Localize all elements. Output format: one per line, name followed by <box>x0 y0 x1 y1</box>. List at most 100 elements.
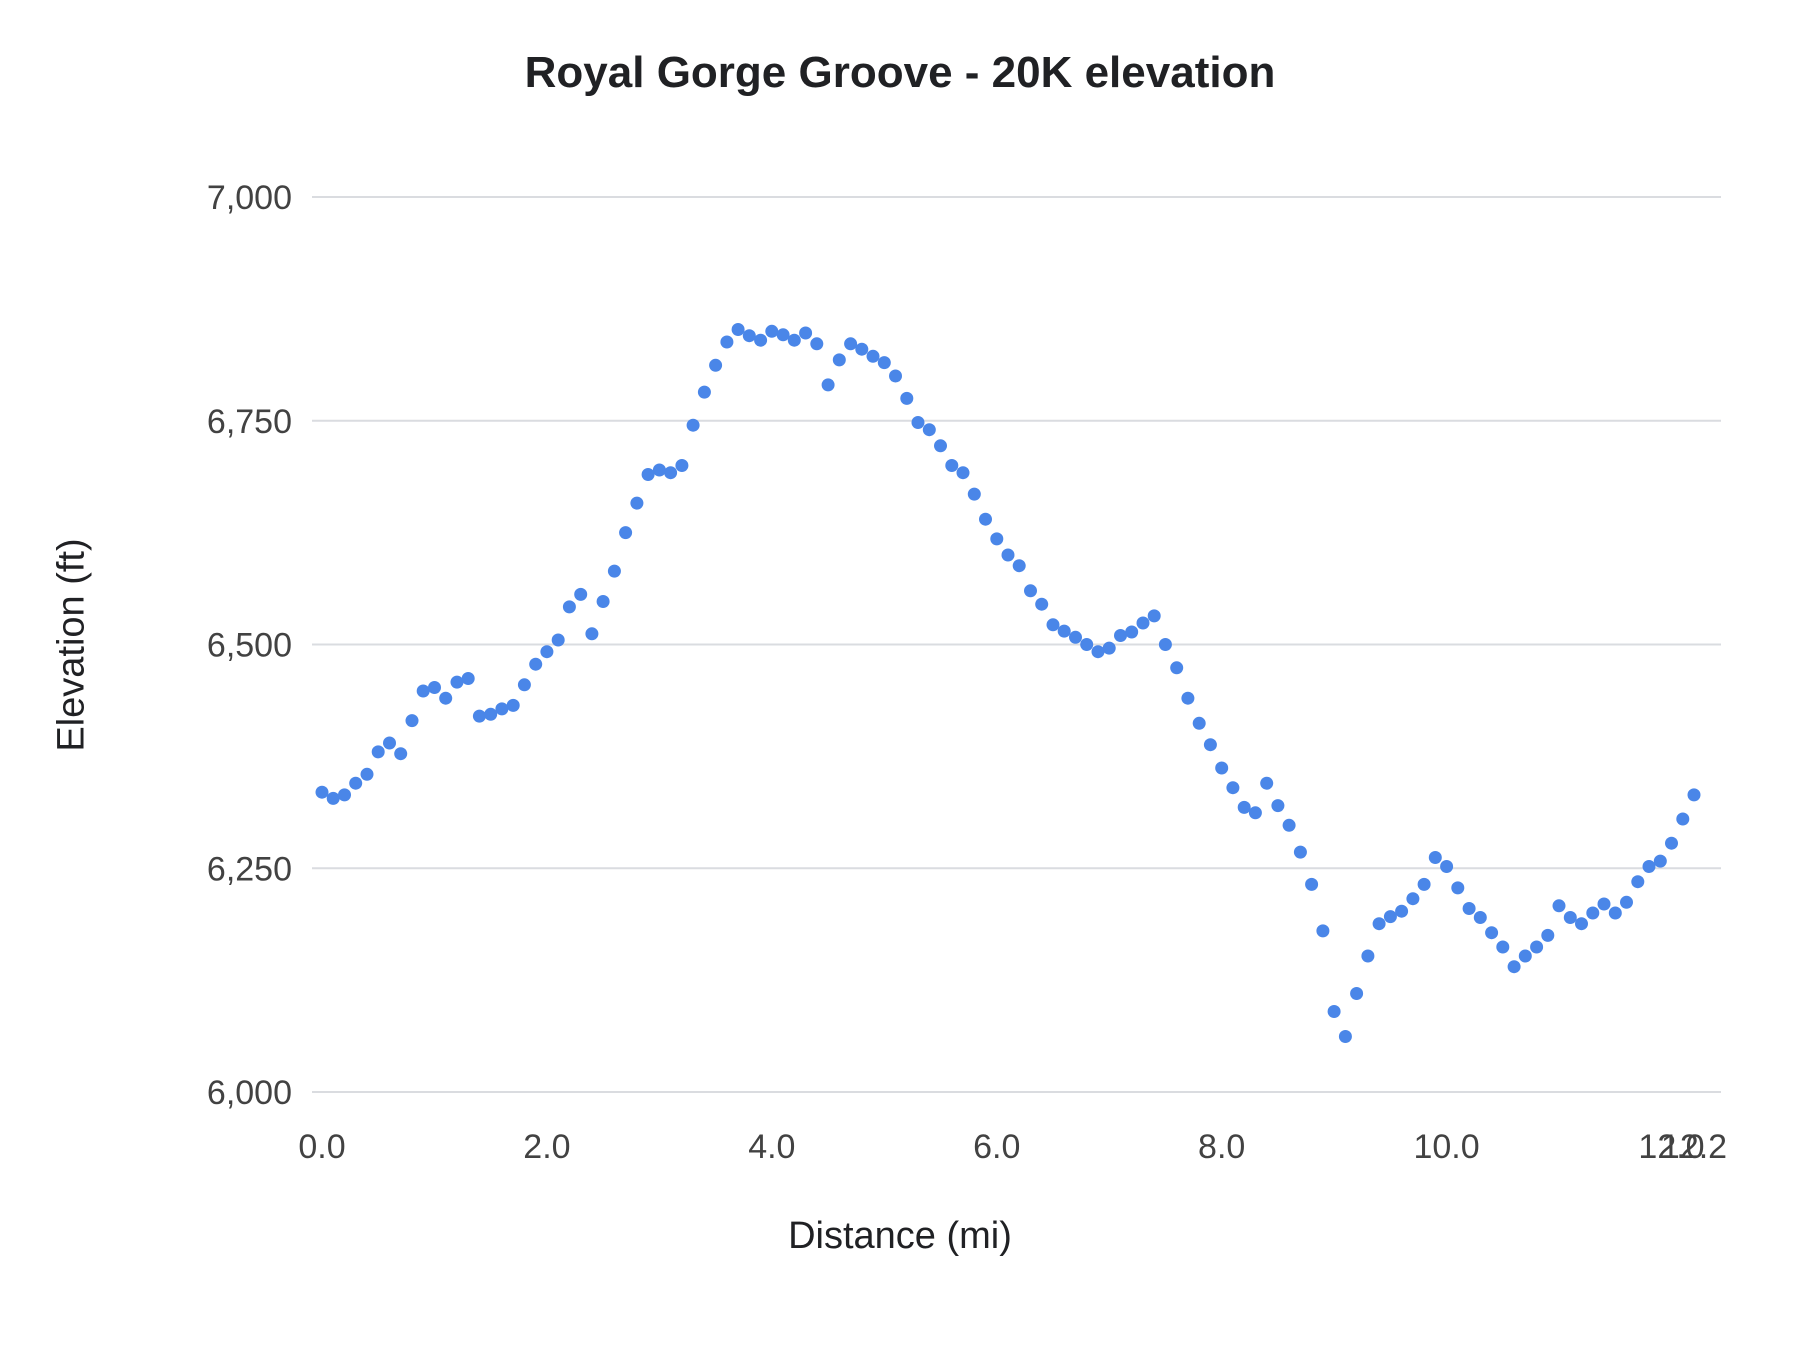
data-point <box>1586 906 1600 920</box>
data-point <box>1147 609 1161 623</box>
x-tick-label: 6.0 <box>973 1128 1020 1166</box>
data-point <box>877 356 891 370</box>
data-point <box>1114 629 1127 642</box>
data-point <box>1552 899 1566 913</box>
data-point <box>1046 618 1060 632</box>
data-point <box>675 459 689 472</box>
data-point <box>742 329 756 343</box>
data-point <box>349 776 363 790</box>
data-point <box>664 466 678 480</box>
data-point <box>1676 812 1690 826</box>
data-point <box>619 526 633 540</box>
data-point <box>1215 761 1229 775</box>
chart-title: Royal Gorge Groove - 20K elevation <box>524 48 1276 97</box>
data-point <box>641 468 655 481</box>
data-point <box>1563 911 1577 924</box>
data-point <box>990 532 1004 546</box>
y-tick-label: 6,500 <box>207 627 292 665</box>
data-point <box>1125 625 1139 639</box>
data-point <box>1642 860 1656 873</box>
data-point <box>686 418 700 432</box>
data-point <box>1428 851 1442 864</box>
x-tick-label: 0.0 <box>298 1128 345 1166</box>
data-point <box>1631 875 1645 889</box>
data-point <box>338 788 351 802</box>
data-point <box>529 657 543 671</box>
data-point <box>472 709 486 723</box>
data-point <box>956 466 970 480</box>
data-point <box>517 678 531 692</box>
data-points <box>315 323 1701 1043</box>
data-point <box>1316 924 1330 938</box>
data-point <box>1395 904 1409 918</box>
y-tick-label: 7,000 <box>207 179 292 217</box>
x-tick-label: 8.0 <box>1198 1128 1245 1166</box>
data-point <box>484 707 498 721</box>
gridlines <box>312 196 1721 1093</box>
data-point <box>1462 902 1476 915</box>
data-point <box>551 633 565 647</box>
data-point <box>428 681 441 694</box>
data-point <box>1496 940 1510 954</box>
data-point <box>607 564 621 578</box>
y-tick-label: 6,750 <box>207 403 292 441</box>
data-point <box>506 698 520 712</box>
data-point <box>1338 1030 1352 1043</box>
data-point <box>1192 716 1206 730</box>
data-point <box>1687 788 1701 802</box>
data-point <box>1485 926 1499 940</box>
data-point <box>709 358 723 372</box>
data-point <box>1181 691 1195 705</box>
data-point <box>405 714 419 728</box>
data-point <box>630 496 644 510</box>
data-point <box>1361 949 1375 963</box>
data-point <box>326 791 340 805</box>
data-point <box>1597 897 1611 911</box>
x-tick-label: 10.0 <box>1413 1128 1479 1166</box>
data-point <box>1530 940 1544 954</box>
data-point <box>416 684 430 698</box>
data-point <box>1001 548 1015 562</box>
data-point <box>787 333 801 347</box>
data-point <box>540 645 554 659</box>
data-point <box>1417 877 1431 891</box>
data-point <box>1158 638 1172 651</box>
data-point <box>832 353 846 367</box>
data-point <box>1260 776 1274 790</box>
data-point <box>799 326 813 340</box>
data-point <box>1170 661 1184 675</box>
data-point <box>731 323 745 336</box>
x-tick-label: 4.0 <box>748 1128 795 1166</box>
data-point <box>1282 818 1296 832</box>
data-point <box>765 324 779 338</box>
data-point <box>911 416 925 429</box>
data-point <box>821 378 835 392</box>
data-point <box>1372 917 1386 931</box>
data-point <box>1327 1005 1341 1018</box>
data-point <box>371 745 385 759</box>
data-point <box>1203 738 1217 752</box>
data-point <box>652 463 666 477</box>
data-point <box>1080 638 1094 651</box>
data-point <box>1305 877 1319 891</box>
data-point <box>1102 641 1116 655</box>
data-point <box>776 328 790 342</box>
data-point <box>1575 917 1588 931</box>
data-point <box>585 627 599 641</box>
data-point <box>1350 987 1364 1000</box>
data-point <box>1541 928 1555 942</box>
data-point <box>1620 895 1633 909</box>
data-point <box>1136 616 1150 630</box>
data-point <box>922 423 936 437</box>
data-point <box>1226 781 1240 795</box>
y-axis-title: Elevation (ft) <box>50 538 93 752</box>
data-point <box>1057 624 1071 638</box>
data-point <box>360 767 374 781</box>
x-tick-label: 2.0 <box>523 1128 570 1166</box>
data-point <box>1507 960 1521 974</box>
data-point <box>900 391 914 405</box>
data-point <box>1035 597 1049 611</box>
x-tick-label: 12.0 <box>1638 1128 1704 1166</box>
x-axis-title: Distance (mi) <box>788 1215 1012 1257</box>
